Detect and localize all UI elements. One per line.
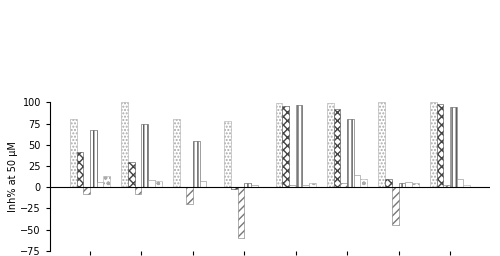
Bar — [128, 162, 135, 187]
Y-axis label: Inh% at 50 μM: Inh% at 50 μM — [8, 141, 18, 212]
Bar — [354, 175, 360, 187]
Bar — [347, 119, 354, 187]
Bar — [289, 185, 296, 187]
Bar — [464, 185, 470, 187]
Bar — [231, 187, 237, 189]
Bar — [327, 103, 334, 187]
Bar — [392, 187, 398, 226]
Bar — [193, 141, 200, 187]
Bar — [173, 119, 180, 187]
Bar — [76, 152, 84, 187]
Bar — [155, 181, 162, 187]
Bar — [334, 109, 340, 187]
Bar — [340, 183, 347, 187]
Bar — [135, 187, 141, 194]
Bar — [405, 182, 412, 187]
Bar — [104, 176, 110, 187]
Bar — [90, 130, 96, 187]
Bar — [84, 187, 90, 194]
Bar — [122, 102, 128, 187]
Bar — [186, 187, 193, 204]
Bar — [309, 183, 316, 187]
Bar — [436, 104, 444, 187]
Bar — [456, 179, 464, 187]
Bar — [378, 102, 385, 187]
Bar — [430, 102, 436, 187]
Bar — [302, 185, 309, 187]
Bar — [412, 183, 418, 187]
Bar — [398, 183, 405, 187]
Bar — [450, 107, 456, 187]
Bar — [360, 179, 367, 187]
Bar — [244, 183, 251, 187]
Bar — [200, 181, 206, 187]
Bar — [224, 121, 231, 187]
Bar — [276, 103, 282, 187]
Bar — [444, 185, 450, 187]
Bar — [282, 106, 289, 187]
Bar — [251, 185, 258, 187]
Bar — [385, 179, 392, 187]
Bar — [148, 180, 155, 187]
Bar — [96, 182, 103, 187]
Bar — [70, 119, 76, 187]
Bar — [296, 105, 302, 187]
Bar — [238, 187, 244, 238]
Bar — [142, 124, 148, 187]
